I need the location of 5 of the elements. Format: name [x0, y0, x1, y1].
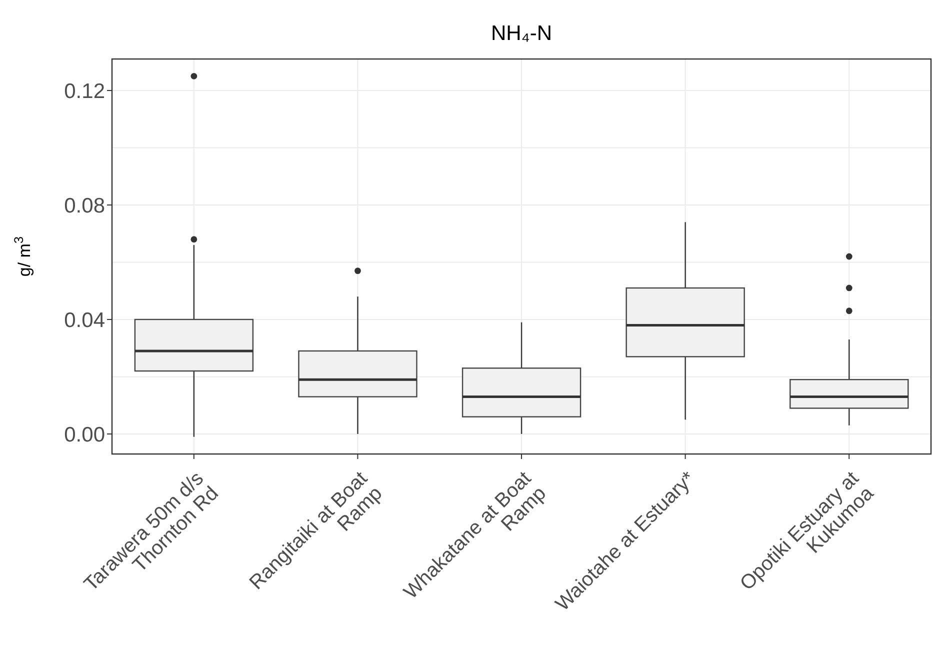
y-tick-label: 0.00 — [64, 423, 105, 446]
y-tick-label: 0.08 — [64, 194, 105, 218]
chart-title: NH₄-N — [490, 22, 554, 46]
y-tick-label: 0.12 — [64, 80, 105, 103]
y-tick-label: 0.04 — [64, 308, 106, 332]
